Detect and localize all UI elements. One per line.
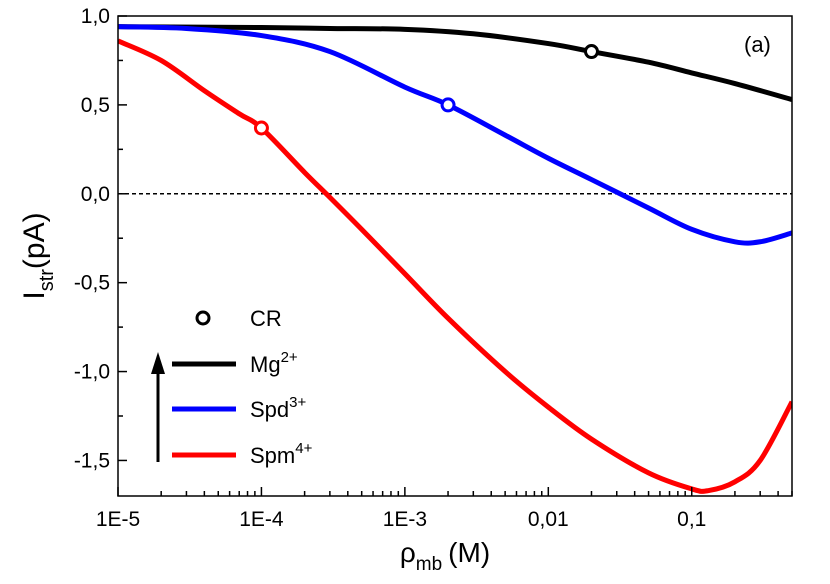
x-tick-label: 1E-3 (383, 508, 427, 531)
y-tick-label: -1,0 (74, 361, 110, 384)
x-tick-label: 0,1 (677, 508, 706, 531)
cr-marker-mg (583, 44, 599, 60)
plot-area (118, 16, 792, 496)
series-line-spm (118, 38, 792, 494)
series-line-mg (118, 24, 792, 102)
cr-marker-spd (440, 97, 456, 113)
cr-marker-spm (253, 120, 269, 136)
x-tick-label: 1E-4 (239, 508, 284, 531)
y-tick-label: 0,0 (81, 183, 110, 206)
y-tick-label: -0,5 (74, 272, 110, 295)
x-tick-label: 1E-5 (96, 508, 140, 531)
y-tick-label: -1,5 (74, 449, 110, 472)
y-tick-label: 0,5 (81, 94, 110, 117)
y-axis-title: Istr(pA) (18, 212, 58, 299)
legend-arrow-head (151, 352, 165, 374)
legend-spd-label: Spd3+ (250, 394, 306, 422)
panel-label: (a) (744, 32, 771, 57)
legend-cr-label: CR (250, 306, 282, 331)
legend-spm-label: Spm4+ (250, 440, 313, 468)
y-tick-label: 1,0 (81, 5, 110, 28)
series-line-spd (118, 24, 792, 246)
plot-frame (117, 15, 793, 497)
x-tick-label: 0,01 (528, 508, 569, 531)
legend-mg-label: Mg2+ (250, 349, 298, 377)
x-axis-title: ρmb (M) (400, 537, 490, 575)
legend-cr-marker (195, 310, 211, 326)
